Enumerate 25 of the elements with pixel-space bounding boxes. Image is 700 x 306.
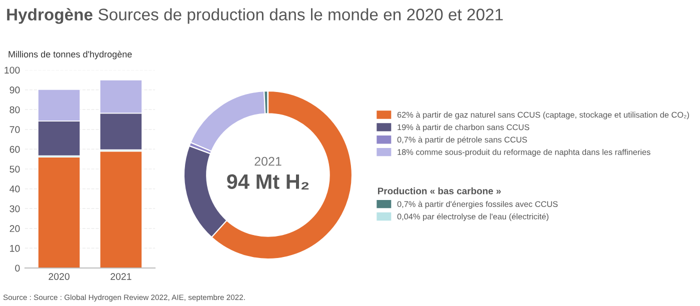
y-tick-label: 60 [10,146,20,153]
y-tick-label: 100 [4,66,20,74]
y-tick-label: 10 [10,244,20,252]
y-tick-label: 30 [10,205,20,212]
y-tick-label: 90 [10,86,20,94]
y-tick-label: 40 [10,186,20,192]
legend-label: 0,7% à partir d'énergies fossiles avec CCUS [397,200,558,209]
y-tick-label: 0 [15,264,20,272]
donut-slice [190,90,266,152]
x-tick-label: 2020 [48,273,70,280]
y-tick-label: 70 [10,126,20,134]
y-axis-title: Millions de tonnes d'hydrogène [8,50,132,60]
text: Sources de production dans le monde en 2020 et 2021 [98,8,503,24]
text: 2021 [254,156,282,166]
legend-label: 18% comme sous-produit du reformage de naphta dans les raffineries [398,148,650,157]
legend-label: 19% à partir de charbon sans CCUS [398,124,530,132]
chart-title: Hydrogène [7,8,92,24]
text: 94 Mt H₂ [227,174,309,190]
y-tick-label: 80 [10,106,20,114]
y-tick-label: 20 [10,225,20,232]
legend-label: 62% à partir de gaz naturel sans CCUS (captage, stockage et utilisation de CO₂) [397,112,689,120]
y-tick-label: 50 [10,166,20,173]
legend-label: 0,7% à partir de pétrole sans CCUS [397,136,527,144]
legend-label: 0,04% par électrolyse de l'eau (électricité) [397,213,548,222]
text: Production « bas carbone » [378,187,501,194]
